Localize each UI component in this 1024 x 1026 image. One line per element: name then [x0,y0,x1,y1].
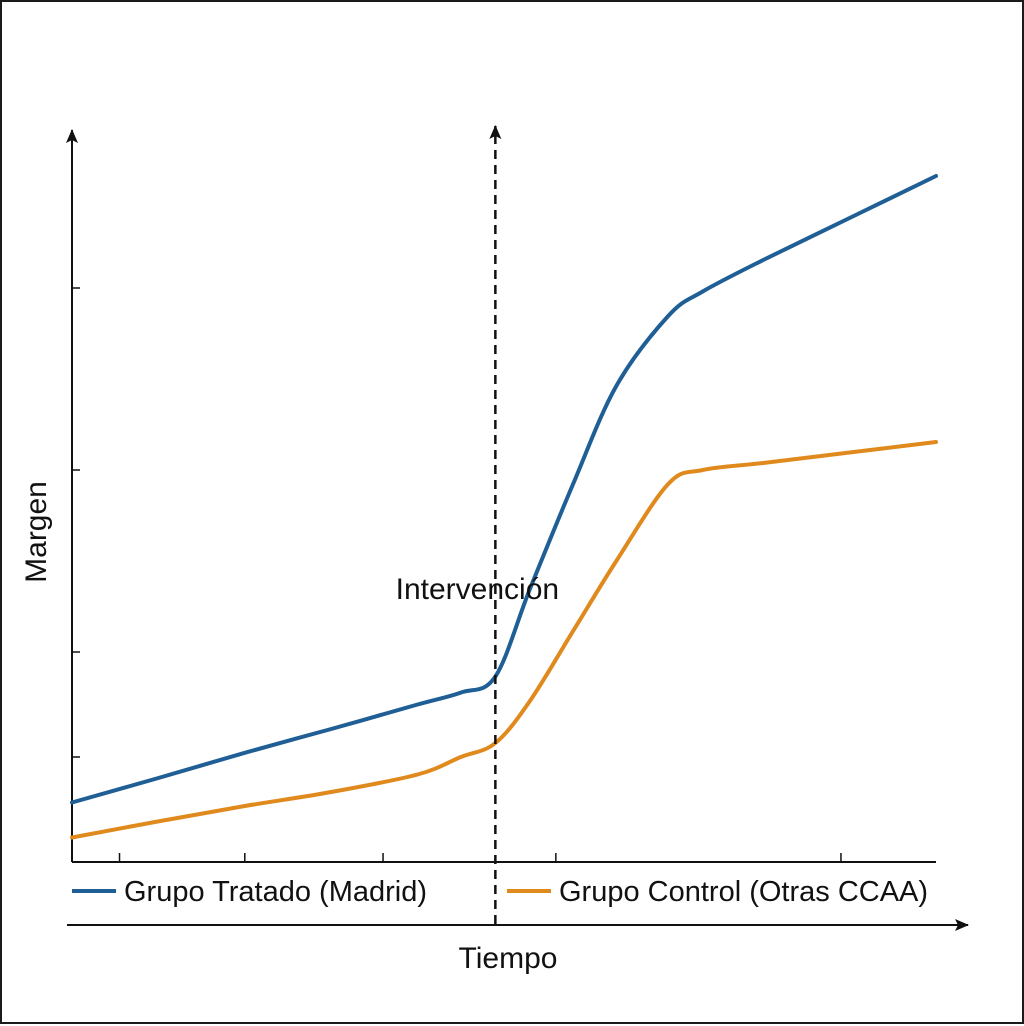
x-axis-label: Tiempo [459,942,558,975]
x-tick-marks [118,853,842,862]
legend: Grupo Tratado (Madrid) Grupo Control (Ot… [72,876,928,908]
series-line-control [70,440,938,840]
legend-label-control: Grupo Control (Otras CCAA) [559,876,928,908]
series-line-treated [70,174,938,805]
intervention-label: Intervención [396,573,559,606]
legend-label-treated: Grupo Tratado (Madrid) [124,876,427,908]
y-axis-label: Margen [20,481,53,583]
y-tick-marks [72,287,80,758]
